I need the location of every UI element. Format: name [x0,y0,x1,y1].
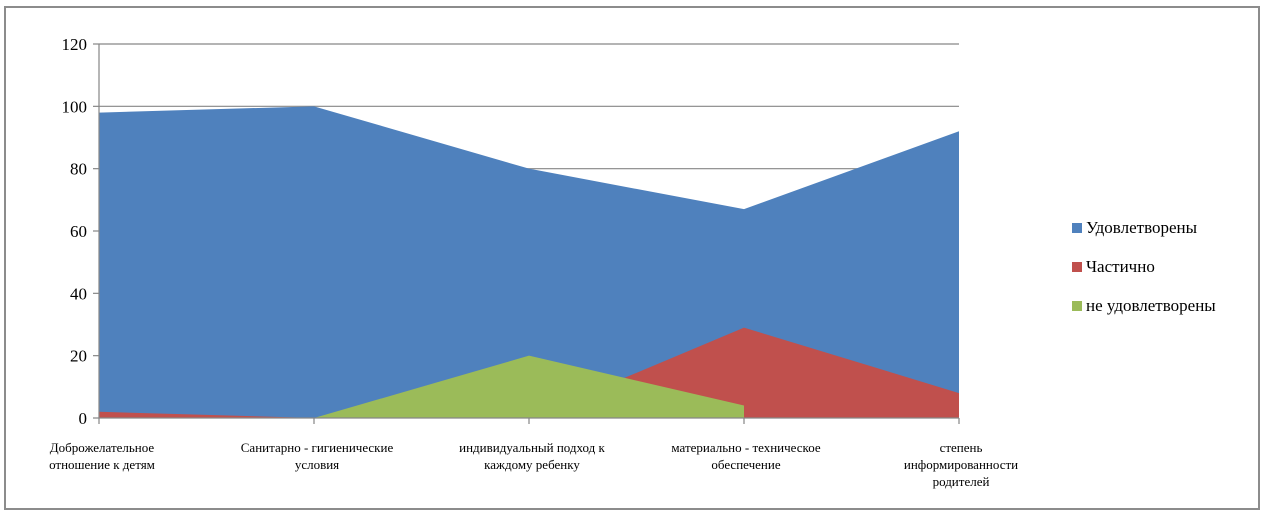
legend: Удовлетворены Частично не удовлетворены [1072,218,1216,335]
y-tick-label: 100 [62,97,88,116]
y-tick-label: 0 [79,409,88,428]
series-areas [99,106,959,418]
x-category-label: Санитарно - гигиенические условия [241,440,394,472]
x-category-label: индивидуальный подход к каждому ребенку [459,440,605,472]
legend-item: Удовлетворены [1072,218,1216,238]
x-category-label: Доброжелательное отношение к детям [49,440,155,472]
legend-swatch [1072,223,1082,233]
legend-label: Частично [1086,257,1155,276]
legend-swatch [1072,262,1082,272]
y-tick-label: 20 [70,347,87,366]
legend-swatch [1072,301,1082,311]
legend-label: не удовлетворены [1086,296,1216,315]
legend-item: Частично [1072,257,1216,277]
legend-label: Удовлетворены [1086,218,1198,237]
axes [93,43,960,424]
y-tick-label: 60 [70,222,87,241]
y-axis-ticks: 0 20 40 60 80 100 120 [62,35,88,428]
x-category-label: материально - техническое обеспечение [671,440,820,472]
y-tick-label: 80 [70,160,87,179]
x-axis-labels: Доброжелательное отношение к детям Санитар… [49,440,1018,489]
x-category-label: степень информированности родителей [904,440,1018,489]
y-tick-label: 40 [70,284,87,303]
y-tick-label: 120 [62,35,88,54]
area-series-1 [99,327,959,418]
area-series-2 [99,355,744,418]
legend-item: не удовлетворены [1072,296,1216,316]
